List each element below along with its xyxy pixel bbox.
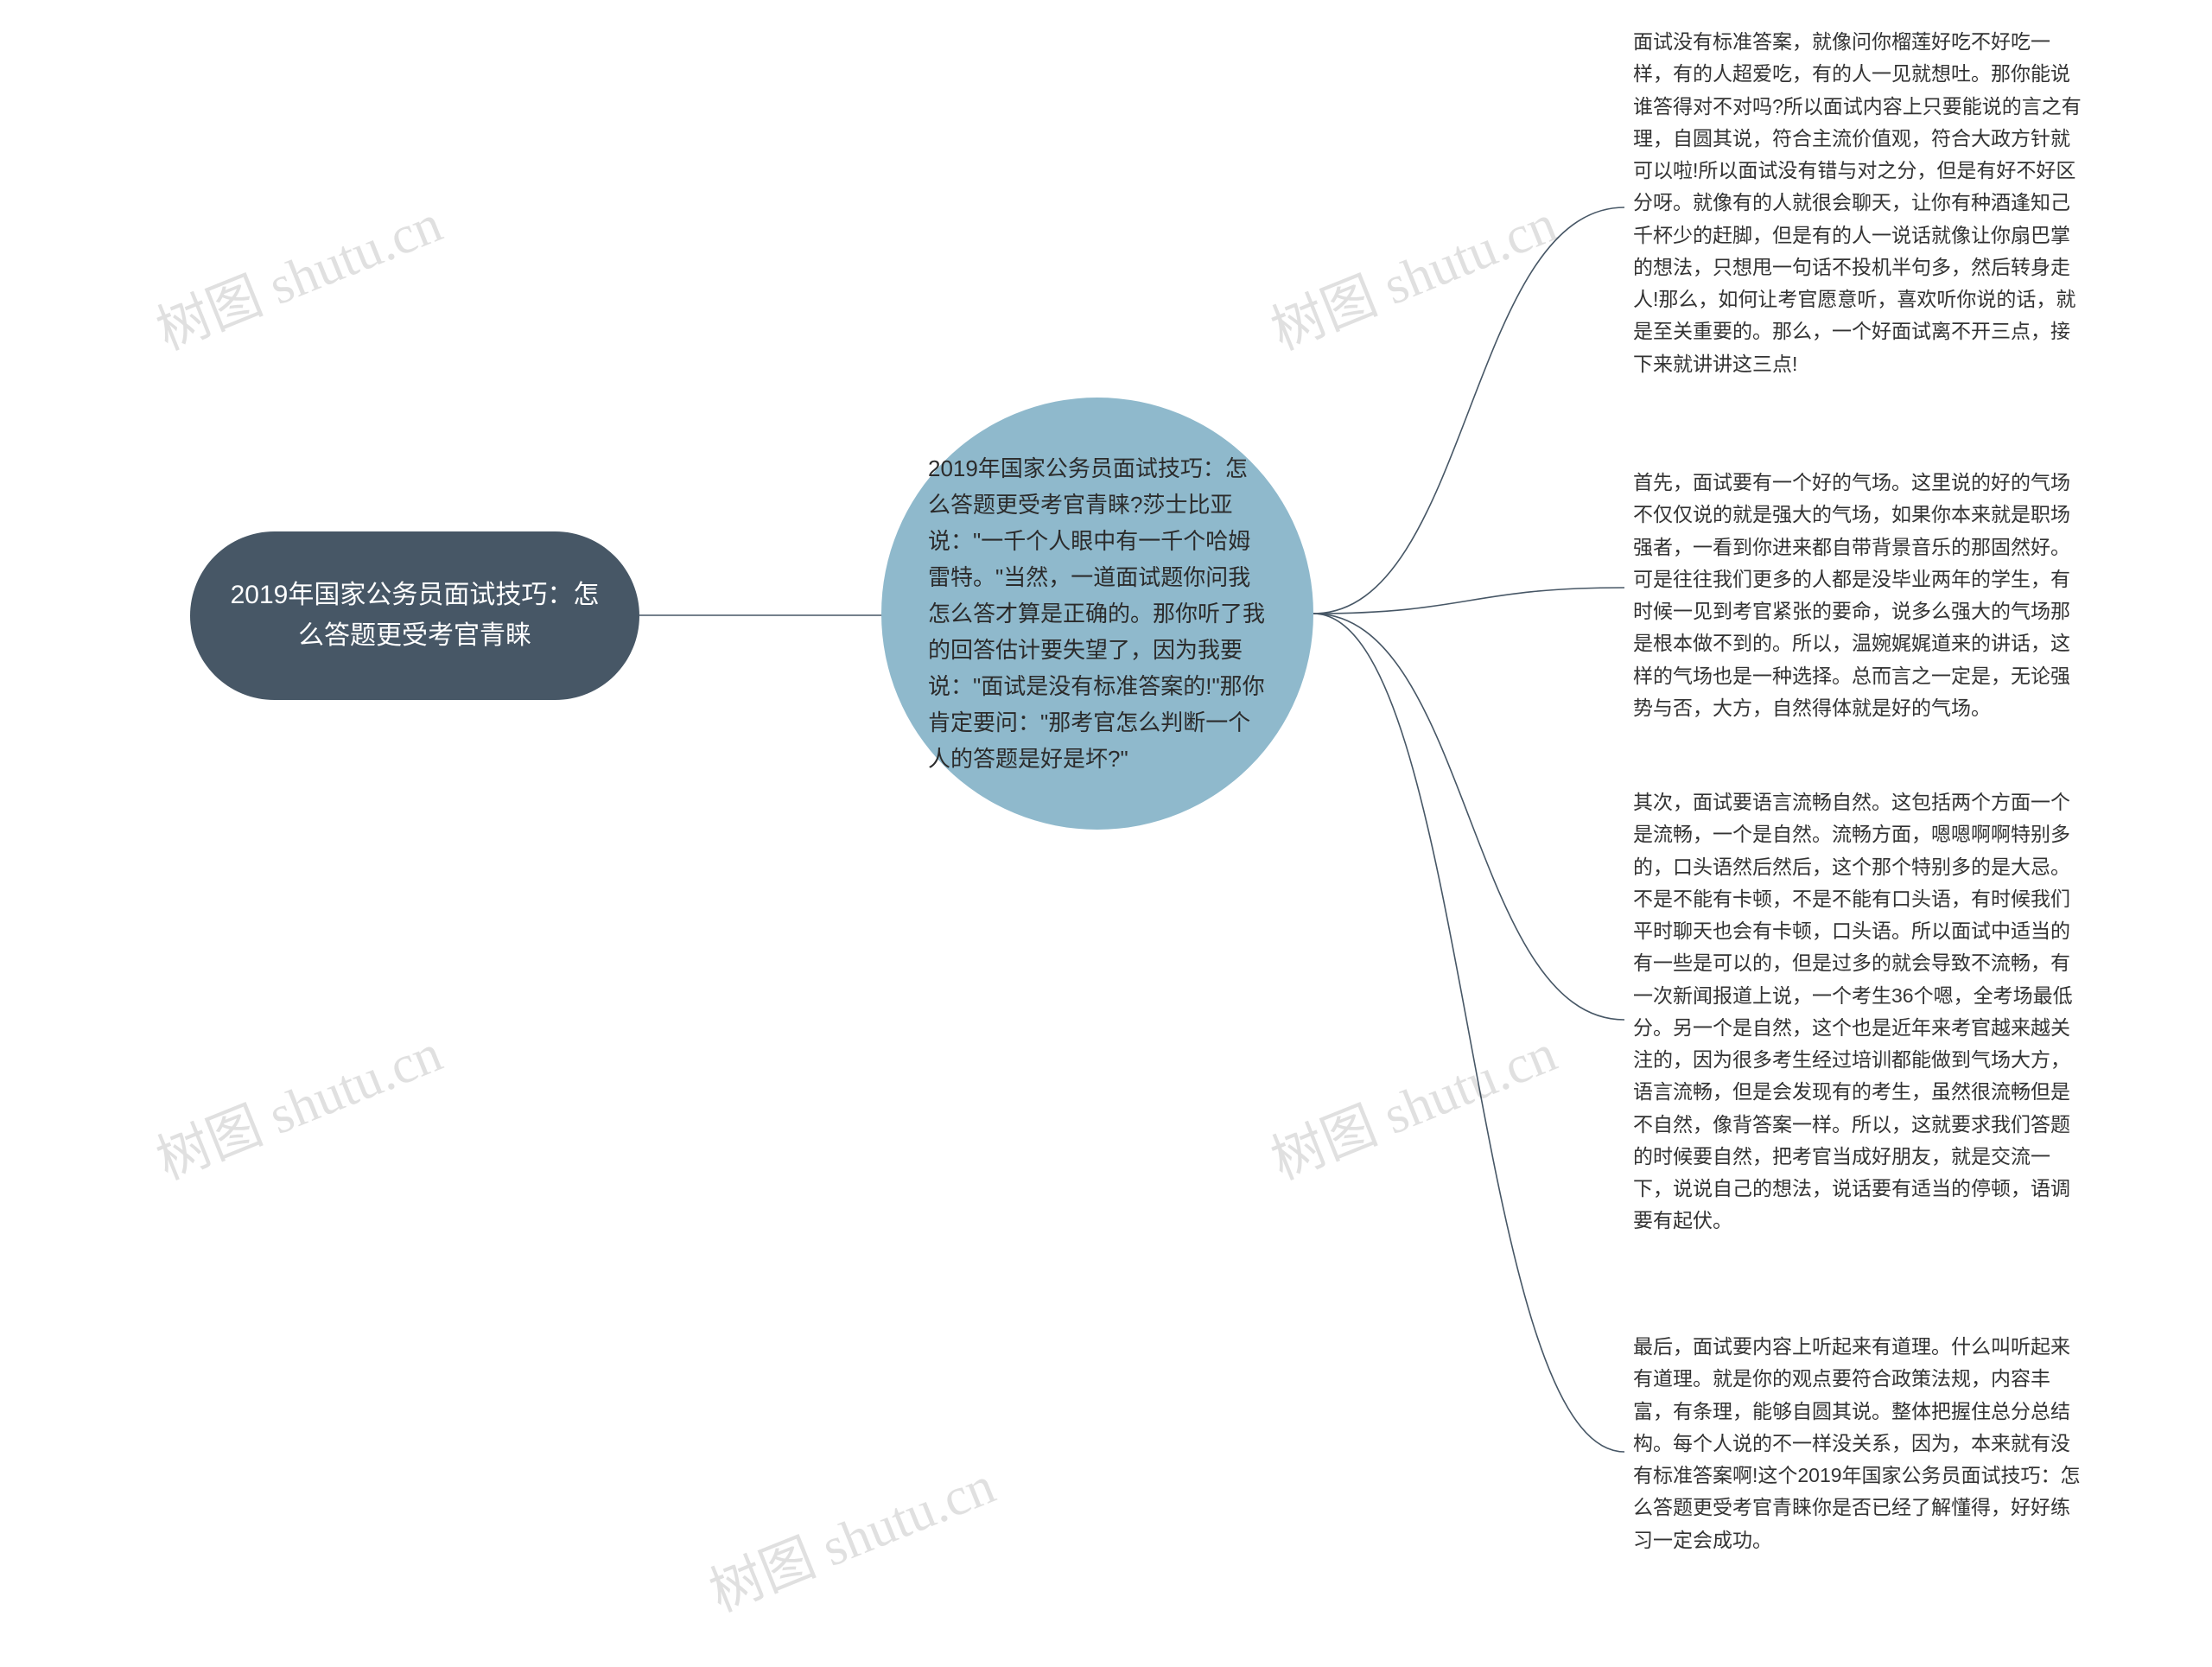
mid-text: 2019年国家公务员面试技巧：怎么答题更受考官青睐?莎士比亚说："一千个人眼中有… — [928, 450, 1267, 778]
leaf-node-0: 面试没有标准答案，就像问你榴莲好吃不好吃一样，有的人超爱吃，有的人一见就想吐。那… — [1633, 26, 2082, 380]
watermark-4: 树图 shutu.cn — [696, 1441, 1004, 1626]
leaf-node-2: 其次，面试要语言流畅自然。这包括两个方面一个是流畅，一个是自然。流畅方面，嗯嗯啊… — [1633, 786, 2082, 1238]
root-text: 2019年国家公务员面试技巧：怎么答题更受考官青睐 — [225, 576, 605, 656]
watermark-2: 树图 shutu.cn — [143, 1009, 451, 1194]
mid-node: 2019年国家公务员面试技巧：怎么答题更受考官青睐?莎士比亚说："一千个人眼中有… — [881, 398, 1313, 830]
leaf-node-3: 最后，面试要内容上听起来有道理。什么叫听起来有道理。就是你的观点要符合政策法规，… — [1633, 1331, 2082, 1556]
watermark-1: 树图 shutu.cn — [1258, 180, 1566, 365]
root-node: 2019年国家公务员面试技巧：怎么答题更受考官青睐 — [190, 531, 639, 700]
watermark-3: 树图 shutu.cn — [1258, 1009, 1566, 1194]
watermark-0: 树图 shutu.cn — [143, 180, 451, 365]
leaf-node-1: 首先，面试要有一个好的气场。这里说的好的气场不仅仅说的就是强大的气场，如果你本来… — [1633, 467, 2082, 724]
